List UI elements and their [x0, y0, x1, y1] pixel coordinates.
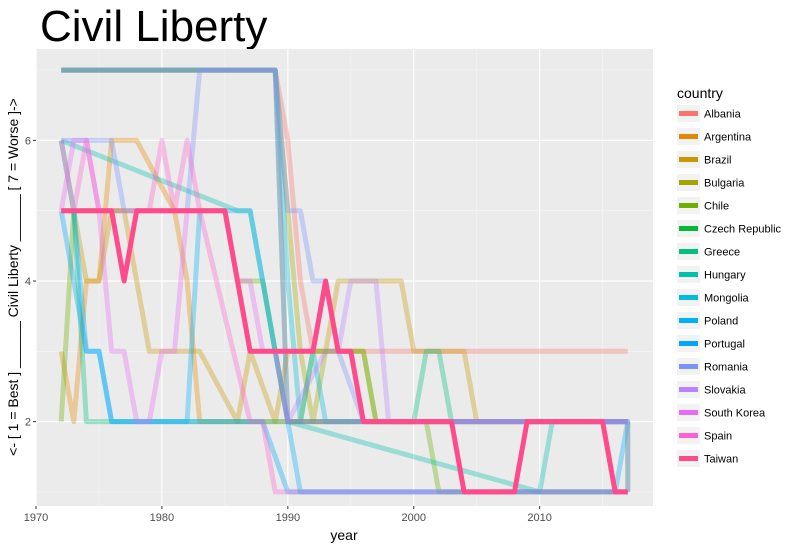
legend-title: country — [677, 85, 723, 101]
y-axis-ticks: 2 4 6 — [25, 135, 36, 429]
legend-label-slovakia: Slovakia — [704, 385, 746, 397]
y-tick-label: 2 — [25, 417, 31, 429]
legend-label-argentina: Argentina — [704, 132, 752, 144]
legend-label-south-korea: South Korea — [704, 408, 766, 420]
series-line-albania — [61, 67, 628, 354]
legend-items: Albania Argentina Brazil Bulgaria Chile Czech… — [677, 105, 782, 467]
legend-label-spain: Spain — [704, 431, 732, 443]
legend: country Albania Argentina Brazil Bulgaria Ch… — [677, 85, 782, 467]
series-line-slovakia — [61, 67, 631, 492]
legend-label-czech-republic: Czech Republic — [704, 224, 782, 236]
major-gridlines — [35, 49, 653, 506]
legend-label-taiwan: Taiwan — [704, 454, 738, 466]
x-tick-label: 2000 — [402, 512, 426, 524]
x-tick-label: 1970 — [24, 512, 48, 524]
chart-title: Civil Liberty — [40, 2, 267, 51]
x-axis-title: year — [330, 527, 358, 543]
x-tick-label: 1980 — [150, 512, 174, 524]
legend-label-bulgaria: Bulgaria — [704, 178, 745, 190]
y-axis-title: <- [ 1 = Best ] ______ Civil Liberty ___… — [5, 98, 21, 456]
legend-label-chile: Chile — [704, 201, 729, 213]
legend-label-romania: Romania — [704, 362, 749, 374]
legend-label-albania: Albania — [704, 109, 742, 121]
legend-label-greece: Greece — [704, 247, 740, 259]
series-layer — [58, 67, 631, 495]
series-line-spain — [58, 137, 628, 495]
plot-panel — [36, 49, 653, 506]
series-line-taiwan — [61, 208, 628, 495]
series-line-czech-republic — [61, 67, 631, 492]
y-tick-label: 4 — [25, 276, 31, 288]
legend-label-portugal: Portugal — [704, 339, 745, 351]
legend-label-brazil: Brazil — [704, 155, 732, 167]
series-line-argentina — [58, 137, 628, 425]
x-axis-ticks: 1970 1980 1990 2000 2010 — [24, 506, 552, 524]
legend-label-mongolia: Mongolia — [704, 293, 750, 305]
y-tick-label: 6 — [25, 135, 31, 147]
series-line-brazil — [61, 208, 628, 425]
series-line-mongolia — [61, 67, 628, 425]
series-line-portugal — [58, 210, 628, 495]
series-line-bulgaria — [61, 67, 628, 425]
legend-label-hungary: Hungary — [704, 270, 746, 282]
x-tick-label: 2010 — [527, 512, 551, 524]
legend-label-poland: Poland — [704, 316, 738, 328]
x-tick-label: 1990 — [276, 512, 300, 524]
